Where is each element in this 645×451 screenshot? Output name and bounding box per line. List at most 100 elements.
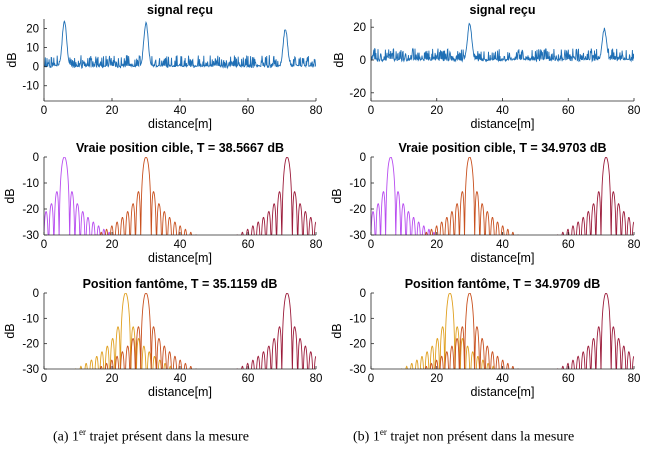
x-tick-label: 40 [496, 239, 509, 251]
subplot-title: signal reçu [470, 3, 536, 17]
signal-line [44, 20, 316, 70]
x-tick-label: 0 [41, 239, 47, 251]
x-tick-label: 20 [430, 373, 443, 385]
y-axis-label: dB [330, 188, 344, 203]
x-tick-label: 60 [242, 105, 255, 117]
subplot-5: 0 20 40 60 80 -30 -20 -10 0 Position fantôme, T =… [330, 277, 640, 399]
caption-b-text: trajet non présent dans la mesure [386, 429, 575, 445]
y-tick-label: -20 [349, 204, 366, 216]
subplot-title: Vraie position cible, T = 38.5667 dB [76, 141, 284, 155]
x-axis-label: distance[m] [148, 385, 212, 399]
caption-b-sup: er [379, 427, 387, 437]
signal-line [371, 22, 634, 63]
x-tick-label: 20 [430, 239, 443, 251]
y-tick-label: -20 [349, 339, 366, 351]
y-tick-label: -20 [22, 339, 39, 351]
y-tick-label: -30 [22, 364, 39, 376]
y-tick-label: -30 [349, 364, 366, 376]
subplot-title: Position fantôme, T = 35.1159 dB [83, 277, 278, 291]
x-tick-label: 60 [562, 373, 575, 385]
y-axis-label: dB [330, 323, 344, 338]
x-tick-label: 80 [310, 373, 323, 385]
y-axis-label: dB [5, 52, 19, 67]
subplot-title: signal reçu [147, 3, 213, 17]
y-axis-label: dB [3, 188, 17, 203]
caption-a-text: trajet présent dans la mesure [86, 429, 249, 445]
y-tick-label: 0 [360, 55, 366, 67]
x-tick-label: 40 [174, 105, 187, 117]
y-axis-label: dB [332, 52, 346, 67]
x-tick-label: 80 [628, 105, 641, 117]
y-tick-label: -30 [349, 230, 366, 242]
x-tick-label: 0 [368, 105, 374, 117]
y-tick-label: 0 [360, 288, 366, 300]
x-axis-label: distance[m] [471, 251, 535, 265]
subplot-title: Vraie position cible, T = 34.9703 dB [398, 141, 606, 155]
x-tick-label: 80 [628, 239, 641, 251]
caption-a: (a) 1er trajet présent dans la mesure [53, 427, 249, 446]
series-line-0 [400, 293, 499, 369]
y-tick-label: -10 [22, 178, 39, 190]
x-tick-label: 0 [368, 373, 374, 385]
y-tick-label: -30 [22, 230, 39, 242]
x-axis-label: distance[m] [471, 117, 535, 131]
x-tick-label: 0 [41, 105, 47, 117]
x-tick-label: 20 [430, 105, 443, 117]
x-tick-label: 0 [41, 373, 47, 385]
x-tick-label: 80 [310, 239, 323, 251]
x-tick-label: 60 [242, 239, 255, 251]
x-axis-label: distance[m] [471, 385, 535, 399]
x-tick-label: 40 [174, 373, 187, 385]
y-tick-label: 0 [33, 152, 39, 164]
y-tick-label: -10 [22, 81, 39, 93]
y-tick-label: 0 [33, 288, 39, 300]
y-tick-label: 0 [360, 152, 366, 164]
series-line-0 [74, 293, 177, 369]
series-line-2 [556, 293, 634, 369]
caption-a-sup: er [79, 427, 87, 437]
series-line-0 [44, 157, 116, 235]
series-line-2 [236, 157, 316, 235]
x-tick-label: 80 [310, 105, 323, 117]
x-tick-label: 0 [368, 239, 374, 251]
x-tick-label: 40 [174, 239, 187, 251]
caption-a-prefix: (a) 1 [53, 429, 80, 445]
series-line-2 [236, 293, 316, 369]
y-tick-label: -10 [349, 313, 366, 325]
y-axis-label: dB [3, 323, 17, 338]
series-line-0 [371, 157, 440, 235]
y-tick-label: -10 [349, 178, 366, 190]
y-tick-label: 20 [26, 24, 39, 36]
x-axis-label: distance[m] [148, 117, 212, 131]
x-tick-label: 20 [106, 239, 119, 251]
series-line-1 [95, 157, 197, 235]
subplot-3: 0 20 40 60 80 -30 -20 -10 0 Vraie position cible,… [330, 141, 640, 265]
y-tick-label: -10 [22, 313, 39, 325]
y-tick-label: 20 [353, 22, 366, 34]
x-tick-label: 20 [106, 105, 119, 117]
x-tick-label: 20 [106, 373, 119, 385]
x-tick-label: 80 [628, 373, 641, 385]
x-axis-label: distance[m] [148, 251, 212, 265]
series-line-1 [420, 157, 519, 235]
subplot-4: 0 20 40 60 80 -30 -20 -10 0 Position fantôme, T =… [3, 277, 322, 399]
series-line-1 [95, 293, 197, 369]
y-tick-label: -20 [349, 88, 366, 100]
y-tick-label: -20 [22, 204, 39, 216]
x-tick-label: 60 [562, 105, 575, 117]
y-tick-label: 10 [26, 43, 39, 55]
x-tick-label: 40 [496, 105, 509, 117]
subplot-2: 0 20 40 60 80 -30 -20 -10 0 Vraie position cible,… [3, 141, 322, 265]
caption-b: (b) 1er trajet non présent dans la mesur… [353, 427, 574, 446]
caption-b-prefix: (b) 1 [353, 429, 380, 445]
x-tick-label: 60 [562, 239, 575, 251]
x-tick-label: 60 [242, 373, 255, 385]
series-line-2 [556, 157, 634, 235]
x-tick-label: 40 [496, 373, 509, 385]
series-line-1 [420, 293, 519, 369]
y-tick-label: 0 [33, 62, 39, 74]
subplot-title: Position fantôme, T = 34.9709 dB [405, 277, 601, 291]
